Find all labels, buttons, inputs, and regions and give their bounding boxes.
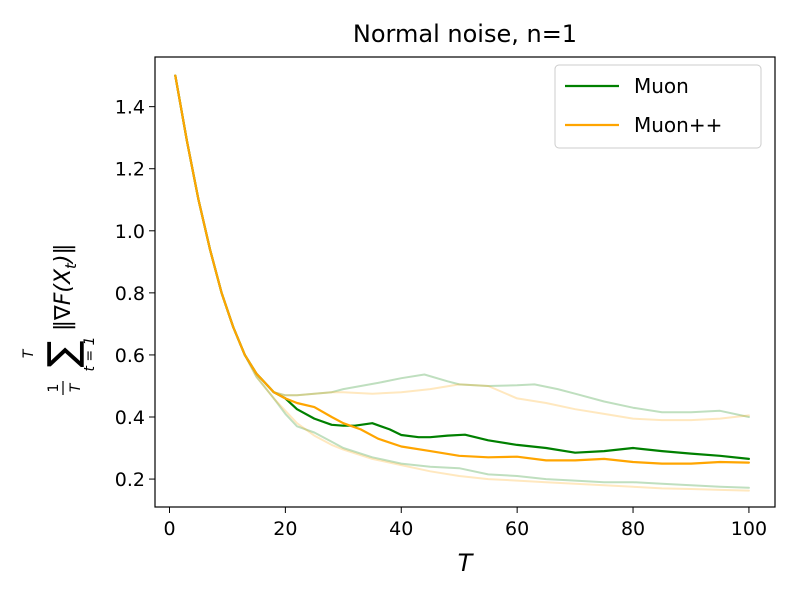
- chart-title: Normal noise, n=1: [353, 20, 577, 48]
- y-tick-label: 1.2: [115, 159, 145, 181]
- ylabel-sum-lower: t = 1: [82, 336, 98, 371]
- x-tick-label: 40: [389, 518, 413, 540]
- series-line-muonpp: [174, 74, 751, 465]
- y-tick-label: 0.6: [115, 345, 145, 367]
- x-tick-label: 60: [505, 518, 529, 540]
- ylabel-sum-symbol: ∑: [40, 340, 86, 367]
- legend: Muon Muon++: [554, 64, 762, 149]
- x-tick-label: 80: [621, 518, 645, 540]
- legend-label-muonpp: Muon++: [634, 113, 722, 137]
- ylabel-frac-num: 1: [46, 384, 62, 393]
- x-tick-label: 20: [273, 518, 297, 540]
- y-tick-label: 1.4: [115, 97, 145, 119]
- plot-frame: [154, 56, 776, 508]
- ylabel-frac-den: T: [68, 382, 84, 392]
- y-tick-label: 0.2: [115, 469, 145, 491]
- x-tick-label: 100: [731, 518, 767, 540]
- legend-label-muon: Muon: [634, 74, 689, 98]
- plot-area: [174, 74, 751, 492]
- ylabel-norm-sub: t: [62, 262, 80, 269]
- y-tick-label: 0.4: [115, 407, 145, 429]
- ylabel-norm-expr: ‖∇F(X: [51, 268, 76, 331]
- ylabel-sum-upper: T: [21, 348, 37, 358]
- y-axis: 0.2 0.4 0.6 0.8 1.0 1.2 1.4: [115, 97, 155, 491]
- x-axis-label: T: [458, 549, 475, 577]
- y-axis-label: 1 T T ∑ t = 1 ‖∇F(Xt)‖: [21, 243, 98, 395]
- x-tick-label: 0: [163, 518, 175, 540]
- y-tick-label: 0.8: [115, 283, 145, 305]
- x-axis: 0 20 40 60 80 100: [163, 507, 767, 540]
- y-tick-label: 1.0: [115, 221, 145, 243]
- ylabel-norm: ‖∇F(Xt)‖: [51, 243, 80, 331]
- ylabel-norm-close: )‖: [51, 243, 76, 265]
